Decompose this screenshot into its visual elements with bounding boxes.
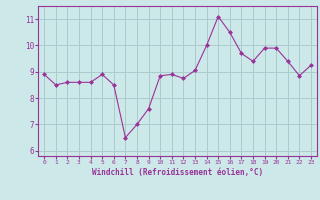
X-axis label: Windchill (Refroidissement éolien,°C): Windchill (Refroidissement éolien,°C) — [92, 168, 263, 177]
